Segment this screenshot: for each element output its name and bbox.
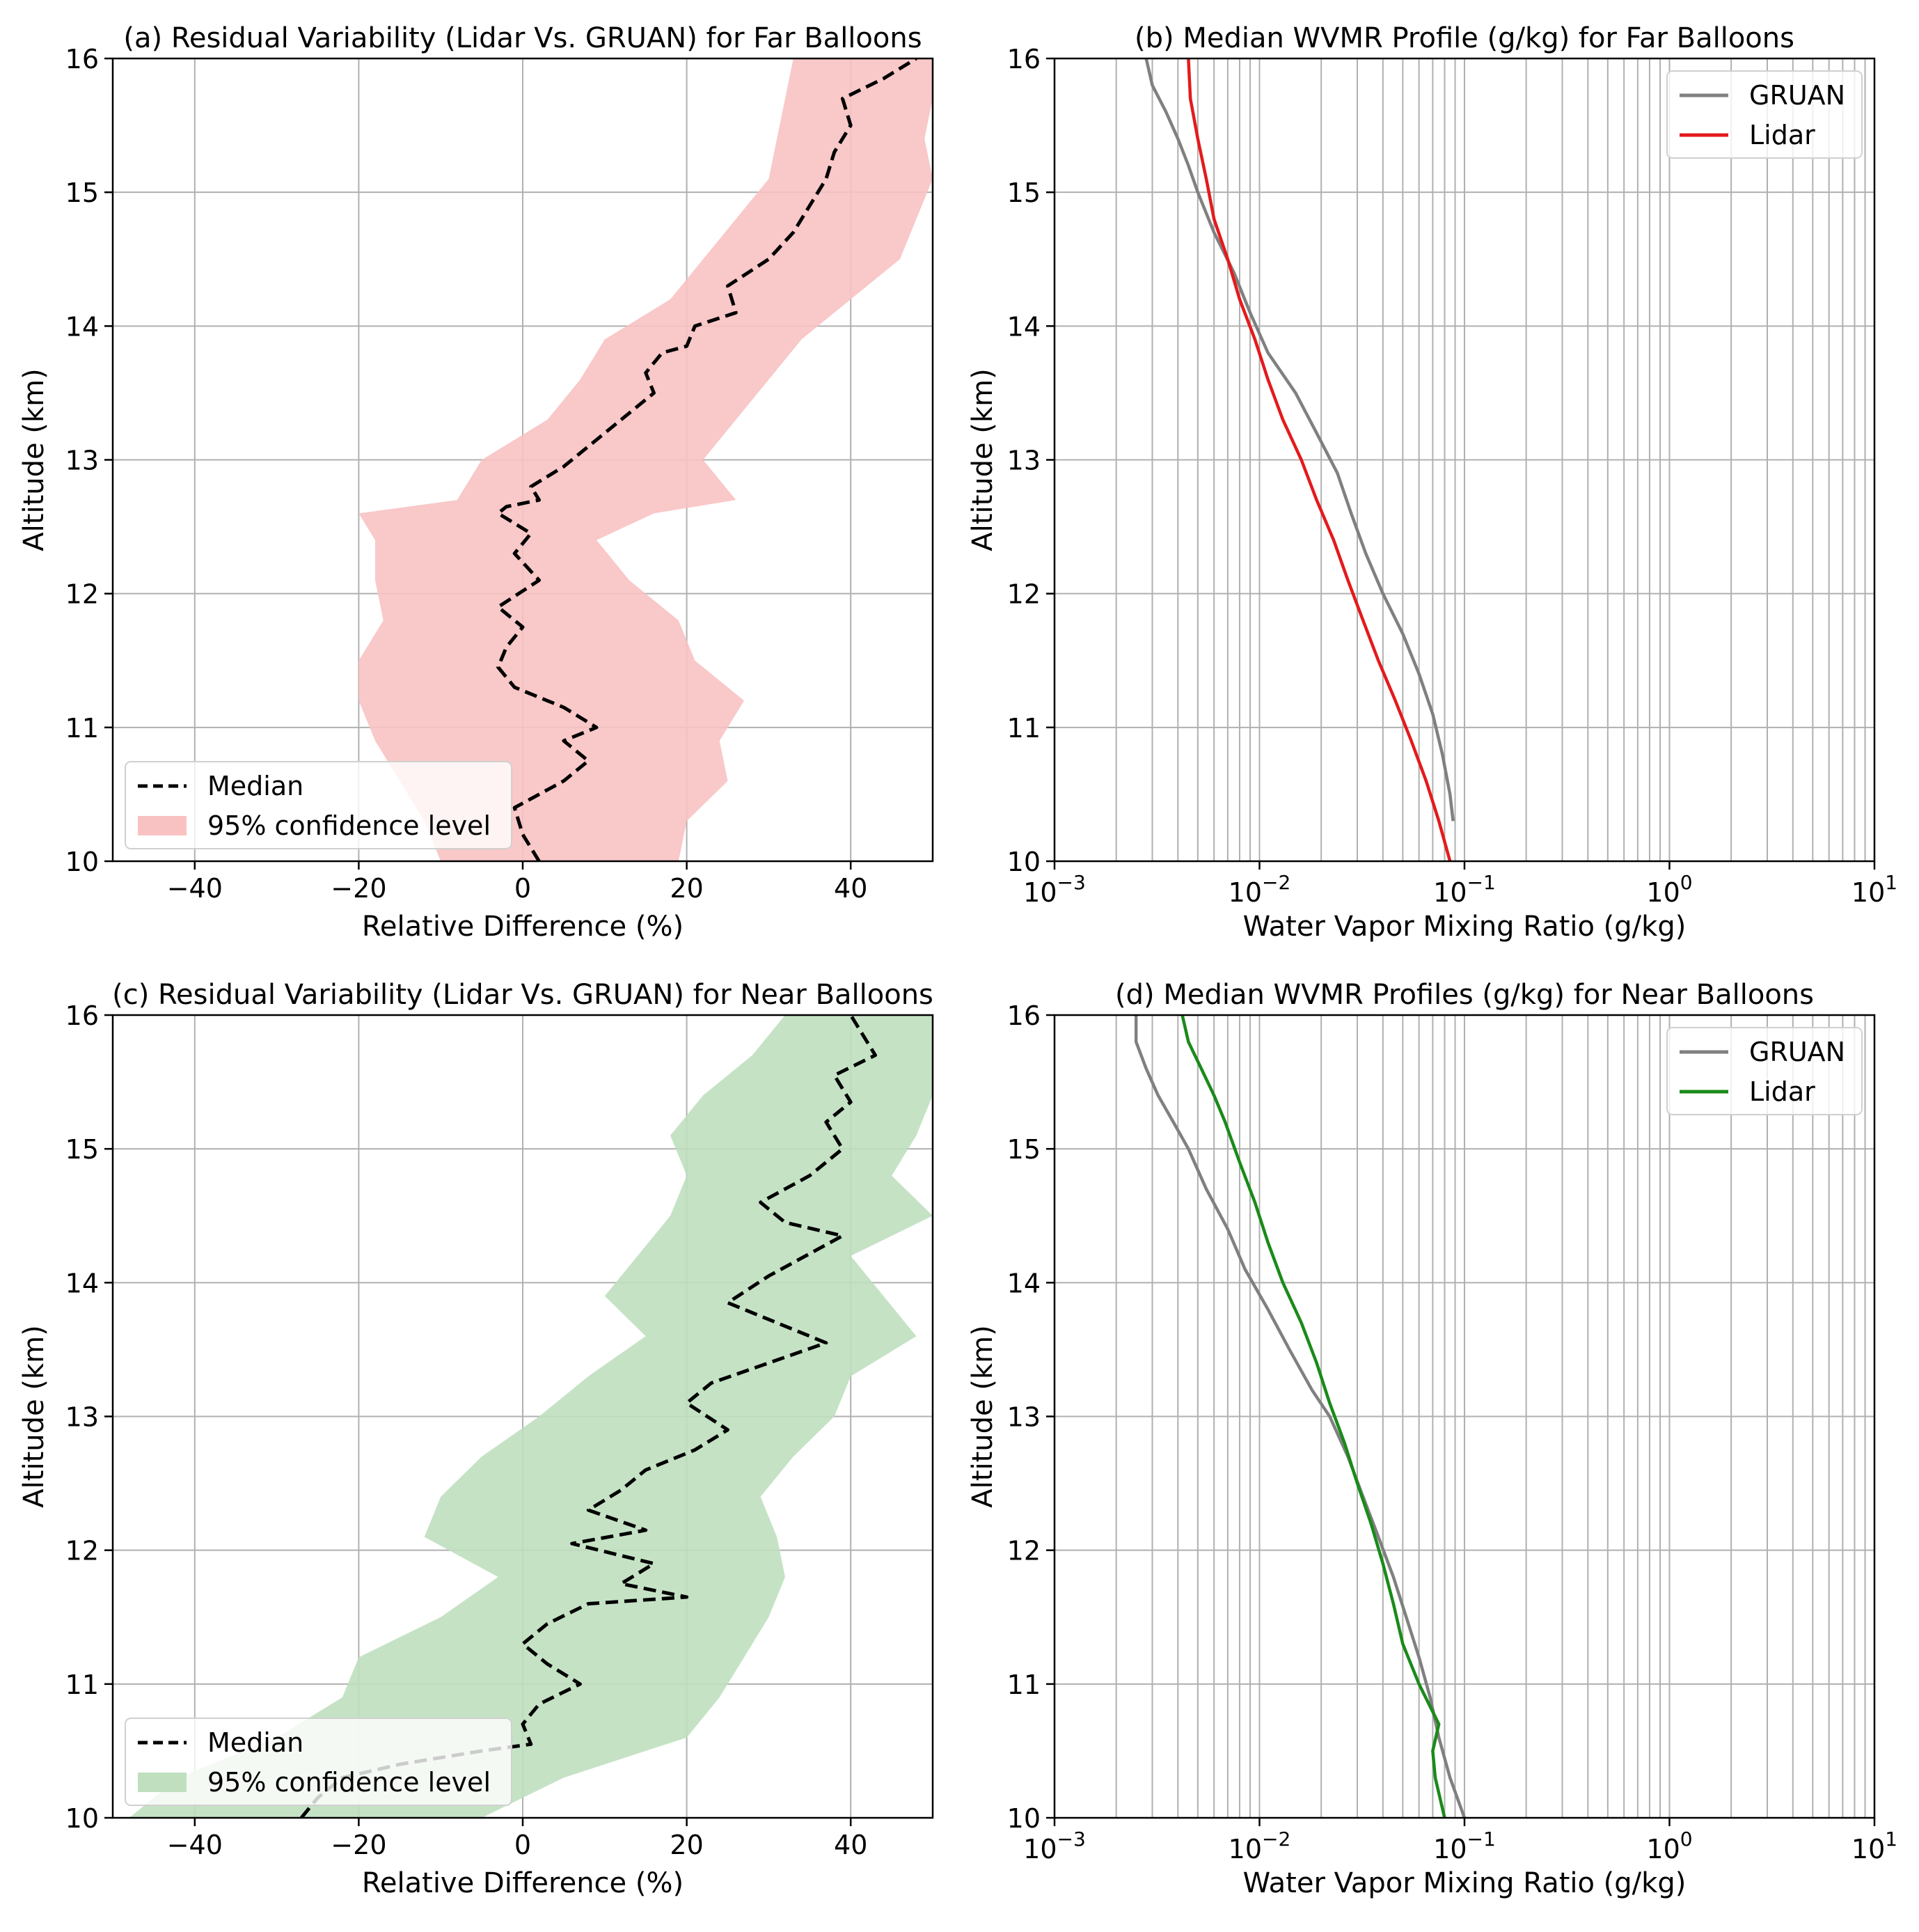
legend: GRUAN Lidar: [1666, 70, 1863, 159]
y-tick-label: 12: [1007, 579, 1041, 610]
y-tick-label: 16: [1007, 1000, 1041, 1031]
y-axis-label: Altitude (km): [967, 1325, 999, 1507]
plot-area: [358, 58, 933, 861]
x-tick-label: 40: [834, 873, 867, 904]
y-axis-label: Altitude (km): [18, 1325, 50, 1507]
y-tick-label: 13: [65, 1402, 99, 1433]
y-tick-label: 16: [65, 1000, 99, 1031]
x-tick-label: 100: [1646, 1828, 1692, 1864]
y-axis-label: Altitude (km): [967, 368, 999, 551]
x-axis-label: Water Vapor Mixing Ratio (g/kg): [1243, 911, 1687, 943]
y-tick-label: 12: [1007, 1536, 1041, 1566]
y-tick-label: 10: [1007, 847, 1041, 877]
y-tick-label: 16: [1007, 44, 1041, 74]
y-tick-label: 14: [1007, 1268, 1041, 1298]
series-line-gruan: [1134, 1015, 1467, 1818]
legend-label: Lidar: [1749, 120, 1815, 150]
x-tick-label: 100: [1646, 871, 1692, 908]
x-tick-label: 0: [514, 873, 531, 904]
y-tick-label: 13: [1007, 1402, 1041, 1433]
series-line-median: [300, 1015, 878, 1818]
y-tick-label: 11: [65, 713, 99, 744]
x-tick-label: −20: [331, 1830, 386, 1860]
x-tick-label: 0: [514, 1830, 531, 1860]
plot-area: [129, 1015, 933, 1818]
legend-label: Median: [207, 1727, 303, 1758]
y-tick-label: 15: [65, 178, 99, 208]
series-line-median: [496, 58, 917, 861]
panel-1: 10 11 12 13 14 15 16 10−3 10−2 10−1 100 101 (b) Medi…: [967, 22, 1897, 943]
x-tick-label: 10−2: [1229, 871, 1291, 908]
x-tick-label: 20: [670, 1830, 703, 1860]
legend: GRUAN Lidar: [1666, 1027, 1863, 1115]
y-axis-label: Altitude (km): [18, 368, 50, 551]
grid: [1054, 58, 1875, 862]
y-tick-label: 11: [1007, 1670, 1041, 1700]
y-tick-label: 15: [65, 1134, 99, 1165]
legend: Median 95% confidence level: [125, 761, 512, 849]
y-tick-label: 10: [1007, 1803, 1041, 1834]
legend-label: GRUAN: [1749, 1037, 1845, 1067]
plot-area: [1134, 1015, 1467, 1818]
y-tick-label: 11: [65, 1670, 99, 1700]
x-tick-label: 10−2: [1229, 1828, 1291, 1864]
panel-title: (c) Residual Variability (Lidar Vs. GRUA…: [112, 979, 933, 1011]
legend-box: [125, 1718, 512, 1806]
legend-label: Median: [207, 771, 303, 801]
y-tick-label: 15: [1007, 1134, 1041, 1165]
x-tick-label: 101: [1851, 871, 1897, 908]
x-tick-label: 20: [670, 873, 703, 904]
confidence-band: [129, 1015, 933, 1818]
y-tick-label: 13: [1007, 446, 1041, 476]
x-tick-label: 10−3: [1023, 871, 1086, 908]
y-tick-label: 15: [1007, 178, 1041, 208]
legend-swatch: [138, 1773, 187, 1792]
x-tick-label: 10−1: [1433, 1828, 1496, 1864]
series-line-lidar: [1187, 58, 1452, 861]
legend-label: GRUAN: [1749, 80, 1845, 111]
x-axis-label: Relative Difference (%): [362, 911, 684, 943]
grid: [1054, 1014, 1875, 1819]
y-tick-label: 13: [65, 446, 99, 476]
x-tick-label: 10−3: [1023, 1828, 1086, 1864]
panel-0: 10 11 12 13 14 15 16 −40 −20 0 20 40 (a) Residual Va…: [18, 22, 934, 943]
legend-label: Lidar: [1749, 1076, 1815, 1107]
y-tick-label: 10: [65, 847, 99, 877]
panel-3: 10 11 12 13 14 15 16 10−3 10−2 10−1 100 101 (d) Medi…: [967, 979, 1897, 1899]
legend-label: 95% confidence level: [207, 1767, 491, 1798]
y-tick-label: 12: [65, 579, 99, 610]
x-tick-label: −40: [167, 873, 223, 904]
plot-area: [1144, 58, 1455, 861]
legend-box: [125, 761, 512, 849]
panel-title: (a) Residual Variability (Lidar Vs. GRUA…: [123, 22, 922, 54]
y-tick-label: 12: [65, 1536, 99, 1566]
series-line-lidar: [1180, 1015, 1446, 1818]
panel-2: 10 11 12 13 14 15 16 −40 −20 0 20 40 (c) Residual Va…: [18, 979, 934, 1899]
x-tick-label: −20: [331, 873, 386, 904]
x-tick-label: 40: [834, 1830, 867, 1860]
panel-title: (d) Median WVMR Profiles (g/kg) for Near…: [1115, 979, 1814, 1011]
legend-label: 95% confidence level: [207, 810, 491, 841]
x-axis-label: Water Vapor Mixing Ratio (g/kg): [1243, 1867, 1687, 1899]
y-tick-label: 16: [65, 44, 99, 74]
panel-title: (b) Median WVMR Profile (g/kg) for Far B…: [1135, 22, 1794, 54]
x-tick-label: 10−1: [1433, 871, 1496, 908]
y-tick-label: 14: [1007, 311, 1041, 342]
legend-swatch: [138, 816, 187, 835]
x-axis-label: Relative Difference (%): [362, 1867, 684, 1899]
legend: Median 95% confidence level: [125, 1718, 512, 1806]
y-tick-label: 10: [65, 1803, 99, 1834]
x-tick-label: 101: [1851, 1828, 1897, 1864]
y-tick-label: 11: [1007, 713, 1041, 744]
y-tick-label: 14: [65, 311, 99, 342]
y-tick-label: 14: [65, 1268, 99, 1298]
series-line-gruan: [1144, 58, 1455, 822]
x-tick-label: −40: [167, 1830, 223, 1860]
